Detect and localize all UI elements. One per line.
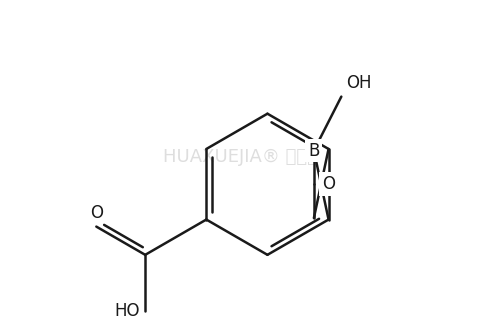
- Text: HO: HO: [115, 302, 140, 320]
- Text: O: O: [90, 204, 103, 222]
- Text: O: O: [322, 175, 335, 193]
- Text: OH: OH: [346, 74, 372, 92]
- Text: B: B: [308, 142, 320, 160]
- Text: HUAXUEJIA® 化学加: HUAXUEJIA® 化学加: [163, 148, 317, 166]
